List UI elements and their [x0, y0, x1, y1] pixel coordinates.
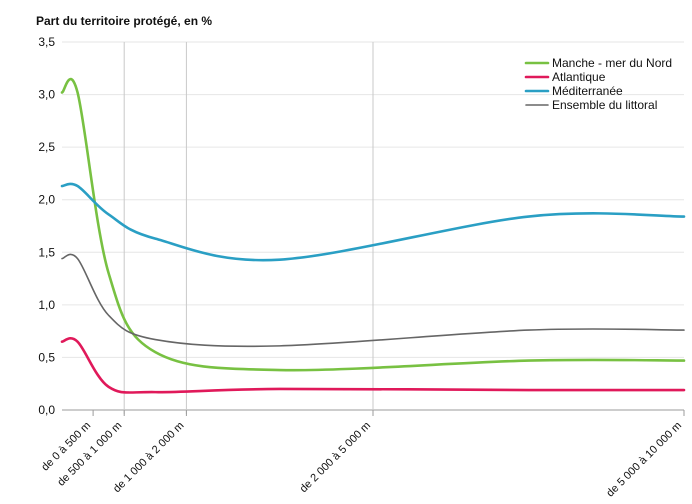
series-layer	[60, 77, 686, 394]
legend-label-3: Méditerranée	[552, 84, 623, 98]
y-tick-label: 3,0	[38, 88, 55, 102]
series-line-3	[60, 182, 686, 262]
x-tick-label: de 1 000 à 2 000 m	[111, 420, 187, 496]
y-tick-label: 0,0	[38, 403, 55, 417]
y-tick-label: 3,5	[38, 35, 55, 49]
legend: Manche - mer du NordAtlantiqueMéditerran…	[524, 56, 672, 112]
y-tick-label: 0,5	[38, 350, 55, 364]
y-tick-label: 2,5	[38, 140, 55, 154]
x-tick-label: de 5 000 à 10 000 m	[604, 420, 684, 500]
y-tick-label: 1,0	[38, 298, 55, 312]
series-line-2	[60, 337, 686, 394]
legend-label-2: Atlantique	[552, 70, 606, 84]
chart-title: Part du territoire protégé, en %	[36, 14, 213, 28]
y-tick-label: 1,5	[38, 245, 55, 259]
series-line-4	[61, 253, 685, 348]
y-tick-label: 2,0	[38, 193, 55, 207]
legend-label-4: Ensemble du littoral	[552, 98, 657, 112]
series-line-1	[60, 77, 686, 372]
x-tick-label: de 2 000 à 5 000 m	[298, 420, 374, 496]
legend-label-1: Manche - mer du Nord	[552, 56, 672, 70]
